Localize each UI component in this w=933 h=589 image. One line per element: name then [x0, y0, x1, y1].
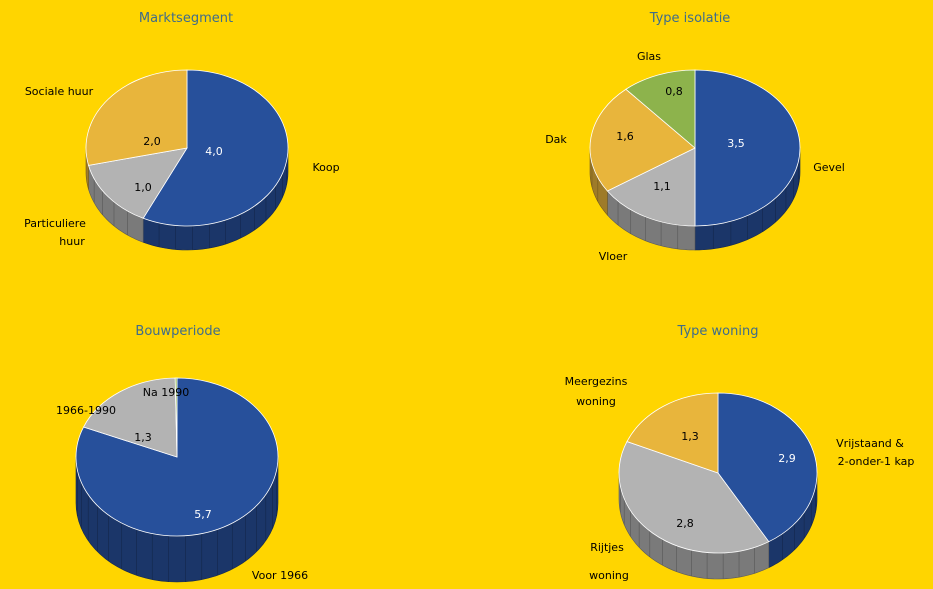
category-label-3-2: 1966-1990: [56, 404, 116, 417]
slice-1-1: [142, 69, 289, 227]
slice-2-4: [625, 69, 696, 149]
chart-title-3: Bouwperiode: [135, 324, 220, 339]
category-label-1-2: huur: [59, 235, 85, 248]
chart-title-2: Type isolatie: [649, 11, 731, 26]
category-label-1-1: Koop: [312, 161, 339, 174]
category-label-2-3: Dak: [545, 133, 567, 146]
slice-4-2: [618, 441, 770, 554]
slice-4-1: [717, 392, 818, 543]
category-label-4-1: 2-onder-1 kap: [838, 455, 915, 468]
pie-chart-4: Type woning Vrijstaand & 2-onder-1 kap Rijt…: [565, 324, 915, 582]
slice-2-3: [589, 88, 696, 192]
value-label-4-3: 1,3: [681, 430, 699, 443]
category-label-2-2: Vloer: [599, 250, 628, 263]
category-label-4-3: woning: [576, 395, 616, 408]
slice-1-2: [88, 147, 188, 219]
value-label-1-1: 4,0: [205, 145, 223, 158]
chart-title-4: Type woning: [677, 324, 759, 339]
slice-3-3: [174, 377, 178, 458]
category-label-4-2: Rijtjes: [590, 541, 624, 554]
slice-4-3: [626, 392, 719, 474]
value-label-3-2: 1,3: [134, 431, 152, 444]
slice-1-3: [85, 69, 188, 166]
pie-chart-2: Type isolatie Gevel Vloer Dak Glas 3,5 1,1 1,6 0…: [545, 11, 845, 263]
value-label-4-1: 2,9: [778, 452, 796, 465]
value-label-2-1: 3,5: [727, 137, 745, 150]
value-label-2-3: 1,6: [616, 130, 634, 143]
slice-3-2: [82, 377, 178, 458]
chart-title-1: Marktsegment: [139, 11, 233, 26]
category-label-4-3: Meergezins: [565, 375, 628, 388]
category-label-2-1: Gevel: [813, 161, 845, 174]
category-label-1-3: Sociale huur: [25, 85, 94, 98]
slice-2-1: [694, 69, 801, 227]
value-label-2-4: 0,8: [665, 85, 683, 98]
pie-chart-3: Bouwperiode Voor 1966 1966-1990 Na 1990 5,7 1…: [56, 324, 308, 583]
category-label-3-3: Na 1990: [143, 386, 189, 399]
category-label-3-1: Voor 1966: [252, 569, 308, 582]
value-label-1-3: 2,0: [143, 135, 161, 148]
value-label-1-2: 1,0: [134, 181, 152, 194]
slice-2-2: [606, 147, 696, 227]
category-label-4-1: Vrijstaand &: [836, 437, 904, 450]
category-label-2-4: Glas: [637, 50, 661, 63]
category-label-1-2: Particuliere: [24, 217, 86, 230]
value-label-3-1: 5,7: [194, 508, 212, 521]
value-label-2-2: 1,1: [653, 180, 671, 193]
value-label-4-2: 2,8: [676, 517, 694, 530]
category-label-4-2: woning: [589, 569, 629, 582]
pie-chart-1: Marktsegment Koop Particuliere huur Sociale …: [24, 11, 340, 251]
